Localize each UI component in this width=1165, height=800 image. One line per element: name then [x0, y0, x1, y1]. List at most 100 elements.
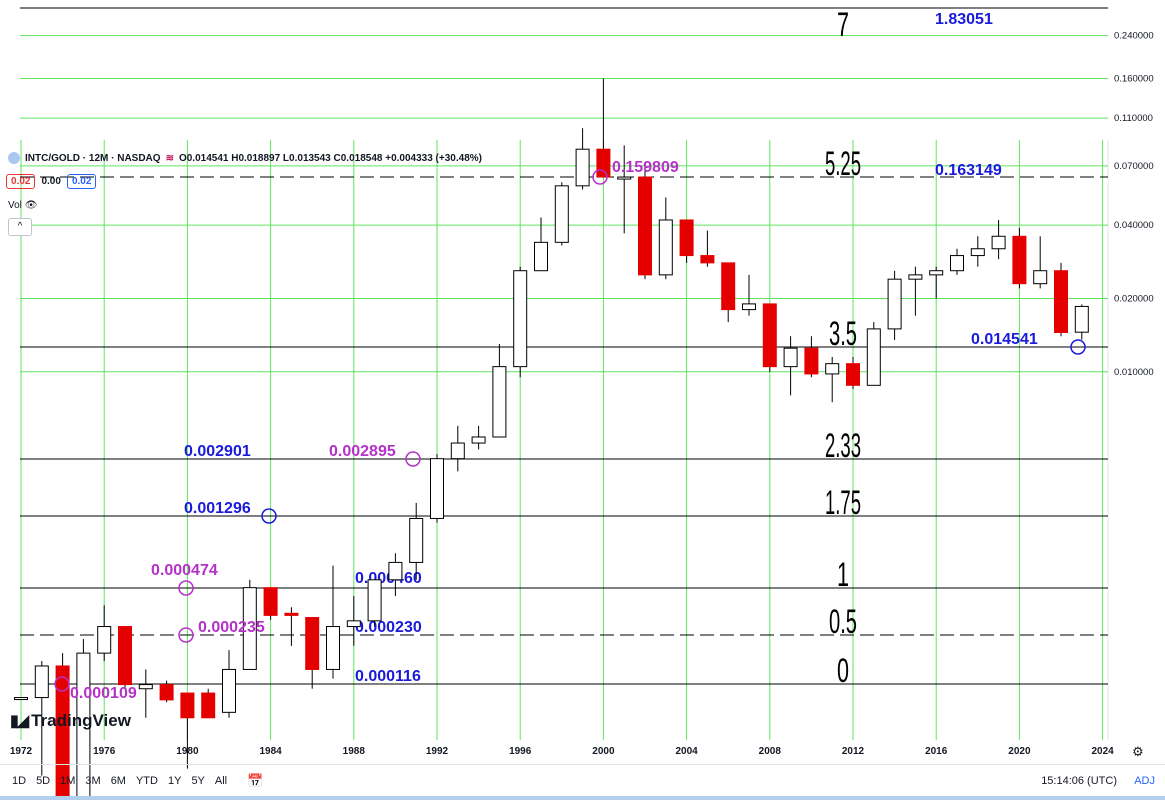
tradingview-brand: ▮◢ TradingView — [10, 711, 131, 731]
eye-icon[interactable]: 👁 — [24, 200, 38, 211]
year-tick-label: 1988 — [343, 746, 366, 757]
candle-body — [1074, 305, 1089, 333]
price-tick-label: 0.110000 — [1114, 113, 1153, 124]
price-tick-label: 0.240000 — [1114, 31, 1154, 42]
adj-toggle[interactable]: ADJ — [1134, 775, 1155, 787]
point-marker-circle — [178, 580, 194, 596]
sell-button[interactable]: 0.02 — [6, 174, 36, 189]
candle-body — [846, 363, 860, 386]
point-marker-circle — [405, 451, 421, 467]
symbol-title[interactable]: INTC/GOLD · 12M · NASDAQ — [25, 152, 161, 164]
chart-legend: INTC/GOLD · 12M · NASDAQ ≋ O0.014541 H0.… — [8, 152, 482, 164]
collapse-legend-button[interactable]: ^ — [8, 218, 32, 236]
gear-icon[interactable]: ⚙ — [1132, 744, 1144, 759]
candle-body — [866, 328, 881, 386]
candle-body — [326, 626, 340, 670]
candle-body — [14, 697, 28, 701]
candle-body — [450, 442, 465, 460]
price-tick-label: 0.010000 — [1114, 367, 1154, 378]
year-tick-label: 2024 — [1091, 746, 1114, 757]
price-tick-label: 0.160000 — [1114, 73, 1154, 84]
price-tick-label: 0.020000 — [1114, 293, 1154, 304]
bottom-edge — [0, 796, 1165, 800]
level-ratio-label: 0 — [837, 652, 849, 690]
timeframe-button[interactable]: 3M — [85, 775, 101, 787]
level-price-label: 0.000230 — [355, 619, 422, 636]
level-price-label: 0.163149 — [935, 162, 1002, 179]
candle-body — [762, 303, 777, 368]
candle-body — [804, 347, 819, 375]
candle-body — [638, 176, 652, 276]
timeframe-button[interactable]: 5D — [36, 775, 51, 787]
point-marker-circle — [178, 627, 194, 643]
year-tick-label: 2000 — [592, 746, 615, 757]
candle-body — [492, 366, 507, 438]
timeframe-button[interactable]: 1M — [60, 775, 76, 787]
level-ratio-label: 1.75 — [825, 484, 861, 522]
timeframe-button[interactable]: 6M — [110, 775, 126, 787]
timeframe-button[interactable]: 1Y — [167, 775, 182, 787]
level-price-label: 0.002901 — [184, 443, 251, 460]
trade-row: 0.02 0.00 0.02 — [6, 174, 97, 189]
level-ratio-label: 1 — [837, 556, 849, 594]
timeframe-list: 1D 5D 1M 3M 6M YTD 1Y 5Y All — [12, 775, 227, 787]
tradingview-logo: ▮◢ — [10, 713, 29, 730]
year-tick-label: 2012 — [842, 746, 865, 757]
year-tick-label: 1984 — [259, 746, 282, 757]
candle-body — [1033, 270, 1048, 285]
point-marker-circle — [592, 169, 608, 185]
calendar-range-icon[interactable]: 📅 — [247, 773, 264, 788]
brand-name: TradingView — [31, 711, 131, 730]
candle-body — [575, 148, 590, 187]
candle-body — [679, 219, 694, 257]
candle-body — [783, 347, 798, 368]
level-price-label: 0.014541 — [971, 331, 1038, 348]
candle-body — [263, 587, 278, 616]
level-ratio-label: 5.25 — [825, 145, 861, 183]
point-marker-label: 0.000235 — [198, 619, 265, 636]
volume-label: Vol — [8, 200, 22, 211]
point-marker-circle — [261, 508, 277, 524]
point-marker-label: 0.002895 — [329, 443, 396, 460]
level-ratio-label: 7 — [837, 6, 849, 44]
point-marker-label: 0.000474 — [151, 562, 218, 579]
year-tick-label: 1996 — [509, 746, 532, 757]
candle-body — [471, 436, 486, 444]
candle-body — [721, 262, 736, 311]
level-ratio-label: 0.5 — [829, 603, 857, 641]
candle-body — [201, 692, 216, 719]
candle-body — [596, 148, 611, 178]
timeframe-button[interactable]: 1D — [12, 775, 27, 787]
candle-body — [34, 665, 49, 699]
timeframe-button[interactable]: All — [214, 775, 228, 787]
timeframe-button[interactable]: 5Y — [191, 775, 205, 787]
price-tick-label: 0.040000 — [1114, 220, 1154, 231]
point-marker-label: 0.159809 — [612, 159, 679, 176]
candle-body — [76, 652, 91, 800]
candle-body — [305, 617, 320, 670]
timeframe-button[interactable]: YTD — [135, 775, 158, 787]
year-tick-label: 2004 — [675, 746, 698, 757]
candle-body — [1054, 270, 1068, 333]
candle-body — [222, 668, 236, 713]
candle-body — [284, 612, 299, 616]
candle-body — [617, 176, 632, 180]
candle-body — [430, 458, 444, 519]
candle-body — [887, 278, 902, 330]
candle-body — [970, 248, 985, 257]
indicator-icon[interactable]: ≋ — [165, 152, 174, 164]
bottom-toolbar: 1D 5D 1M 3M 6M YTD 1Y 5Y All 📅 15:14:06 (UTC) AD… — [0, 764, 1165, 797]
year-tick-label: 2016 — [925, 746, 948, 757]
candle-body — [180, 692, 195, 719]
ohlc-values: O0.014541 H0.018897 L0.013543 C0.018548 … — [178, 152, 482, 164]
buy-button[interactable]: 0.02 — [66, 174, 97, 189]
candle-body — [388, 561, 403, 581]
level-price-label: 1.83051 — [935, 11, 993, 28]
level-ratio-label: 2.33 — [825, 427, 861, 465]
candle-body — [658, 219, 673, 276]
clock-readout[interactable]: 15:14:06 (UTC) — [1041, 775, 1117, 787]
year-tick-label: 2008 — [759, 746, 782, 757]
candle-body — [554, 185, 569, 243]
price-tick-label: 0.070000 — [1114, 161, 1154, 172]
